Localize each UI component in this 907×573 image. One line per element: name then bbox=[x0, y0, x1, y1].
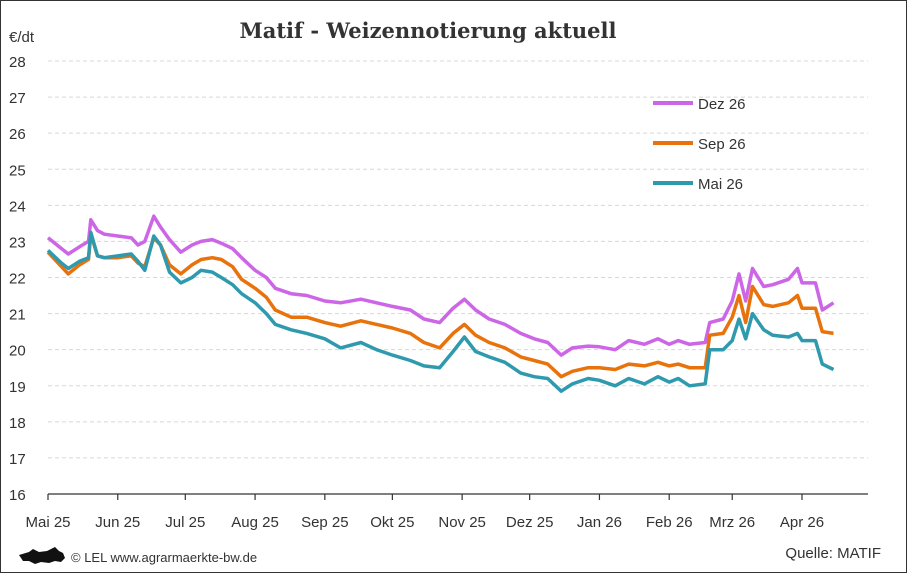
y-tick-label: 25 bbox=[9, 162, 26, 179]
x-tick-label: Mai 25 bbox=[25, 514, 70, 531]
y-tick-label: 24 bbox=[9, 198, 26, 215]
series-line-dez-26 bbox=[46, 214, 835, 357]
y-tick-label: 26 bbox=[9, 126, 26, 143]
y-tick-label: 17 bbox=[9, 451, 26, 468]
x-tick-label: Apr 26 bbox=[780, 514, 824, 531]
source-text: Quelle: MATIF bbox=[785, 545, 881, 562]
legend-label: Sep 26 bbox=[698, 136, 746, 153]
y-tick-label: 22 bbox=[9, 271, 26, 288]
y-tick-label: 19 bbox=[9, 379, 26, 396]
x-tick-label: Jul 25 bbox=[165, 514, 205, 531]
y-tick-label: 27 bbox=[9, 90, 26, 107]
lion-logo bbox=[19, 547, 65, 564]
y-axis-label: €/dt bbox=[9, 29, 35, 46]
y-tick-label: 16 bbox=[9, 487, 26, 504]
x-tick-label: Jan 26 bbox=[577, 514, 622, 531]
copyright-text: © LEL www.agrarmaerkte-bw.de bbox=[71, 550, 257, 565]
x-tick-label: Feb 26 bbox=[646, 514, 693, 531]
x-tick-label: Sep 25 bbox=[301, 514, 349, 531]
y-tick-label: 18 bbox=[9, 415, 26, 432]
legend-label: Dez 26 bbox=[698, 96, 746, 113]
x-tick-label: Jun 25 bbox=[95, 514, 140, 531]
x-tick-label: Okt 25 bbox=[370, 514, 414, 531]
chart-title: Matif - Weizennotierung aktuell bbox=[239, 18, 616, 43]
legend-label: Mai 26 bbox=[698, 176, 743, 193]
series-line-mai-26 bbox=[46, 230, 835, 393]
y-tick-label: 23 bbox=[9, 234, 26, 251]
y-tick-label: 21 bbox=[9, 307, 26, 324]
y-tick-label: 28 bbox=[9, 54, 26, 71]
x-tick-label: Mrz 26 bbox=[709, 514, 755, 531]
x-tick-label: Aug 25 bbox=[231, 514, 279, 531]
y-tick-label: 20 bbox=[9, 343, 26, 360]
x-tick-label: Dez 25 bbox=[506, 514, 554, 531]
x-tick-label: Nov 25 bbox=[438, 514, 486, 531]
